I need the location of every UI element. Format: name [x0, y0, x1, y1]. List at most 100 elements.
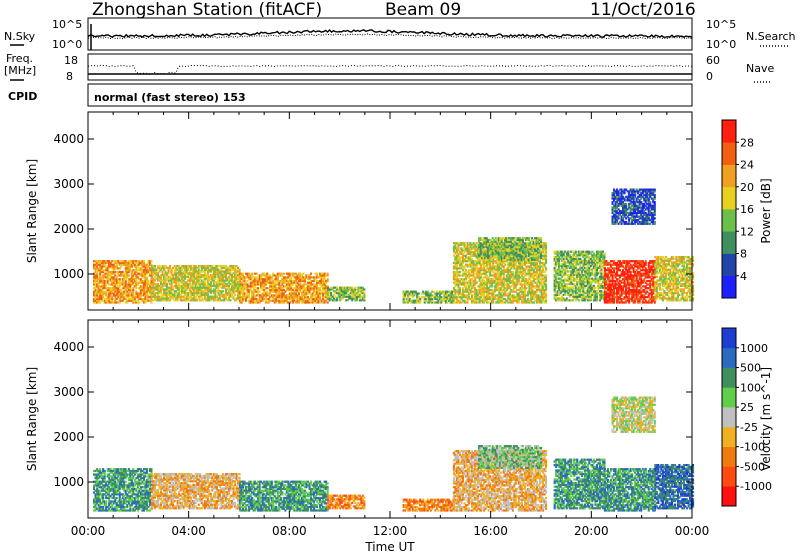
power-cell [545, 242, 548, 245]
power-cell [316, 296, 319, 299]
power-cell [147, 281, 150, 284]
power-cell [144, 263, 147, 266]
power-cell [221, 295, 224, 298]
power-cell [232, 281, 235, 284]
power-cell [237, 293, 240, 296]
power-cell [290, 292, 293, 295]
power-cell [299, 276, 302, 279]
power-cell [200, 295, 203, 298]
power-cell [184, 274, 187, 277]
power-cell [135, 278, 138, 281]
power-cell [251, 290, 254, 293]
power-cell [227, 281, 230, 284]
power-cell [237, 297, 240, 300]
power-cell [142, 270, 145, 274]
power-cell [193, 293, 196, 296]
power-cell [305, 287, 308, 290]
power-cell [167, 279, 170, 282]
power-cell [263, 283, 266, 286]
power-cell [209, 266, 212, 269]
power-cell [296, 297, 299, 301]
power-cell [96, 261, 99, 265]
power-cell [270, 288, 273, 292]
power-cell [175, 295, 178, 298]
power-cell [106, 274, 109, 277]
power-cell [145, 299, 148, 302]
power-cell [126, 301, 129, 304]
power-cell [121, 263, 124, 266]
power-cell [170, 283, 173, 286]
power-cell [103, 274, 106, 277]
power-cell [108, 263, 111, 266]
power-cell [152, 299, 155, 302]
power-cell [112, 263, 115, 266]
power-cell [208, 268, 211, 271]
power-cell [232, 295, 235, 298]
power-cell [296, 274, 299, 277]
power-cell [203, 270, 206, 273]
power-cell [173, 279, 176, 282]
power-cell [182, 279, 185, 282]
power-cell [106, 260, 109, 263]
power-cell [287, 281, 290, 284]
power-cell [142, 299, 145, 302]
freq-label-1: Freq. [6, 52, 33, 65]
power-cell [111, 270, 114, 274]
power-cell [319, 297, 322, 301]
power-cell [200, 281, 203, 284]
power-cell [263, 297, 266, 301]
power-cell [139, 292, 142, 295]
power-cell [208, 297, 211, 300]
power-cell [130, 278, 133, 281]
power-cell [129, 278, 132, 281]
power-cell [206, 277, 209, 280]
power-cell [294, 285, 297, 288]
power-cell [126, 261, 129, 265]
power-cell [203, 288, 206, 291]
power-cell [310, 287, 313, 290]
power-cell [200, 293, 203, 296]
power-cell [206, 281, 209, 284]
power-cell [197, 268, 200, 271]
power-cell [459, 287, 462, 290]
power-cell [129, 265, 132, 268]
power-cell [99, 296, 102, 299]
power-cell [158, 266, 161, 269]
power-cell [135, 283, 138, 286]
power-cell [157, 279, 160, 282]
power-cell [305, 292, 308, 295]
power-cell [133, 297, 136, 301]
power-cell [99, 270, 102, 274]
power-cell [163, 277, 166, 280]
power-cell [121, 281, 124, 284]
power-cell [94, 283, 97, 286]
power-cell [278, 290, 281, 293]
power-cell [96, 265, 99, 268]
power-cell [266, 281, 269, 284]
power-cell [141, 279, 144, 283]
power-cell [275, 287, 278, 290]
power-cell [308, 301, 311, 304]
power-cell [297, 301, 300, 304]
power-cell [121, 278, 124, 281]
power-cell [227, 279, 230, 282]
power-cell [319, 283, 322, 286]
power-cell [114, 265, 117, 268]
power-cell [181, 286, 184, 289]
power-cell [310, 301, 313, 304]
power-cell [214, 288, 217, 291]
power-cell [193, 292, 196, 295]
power-cell [184, 270, 187, 273]
power-cell [127, 288, 130, 292]
power-cell [217, 284, 220, 287]
power-cell [273, 287, 276, 290]
power-cell [199, 275, 202, 278]
power-cell [96, 267, 99, 270]
power-cell [234, 270, 237, 273]
power-cell [319, 288, 322, 292]
power-cell [181, 268, 184, 271]
power-cell [103, 265, 106, 268]
power-cell [126, 263, 129, 266]
power-cell [510, 285, 513, 288]
power-cell [135, 270, 138, 274]
